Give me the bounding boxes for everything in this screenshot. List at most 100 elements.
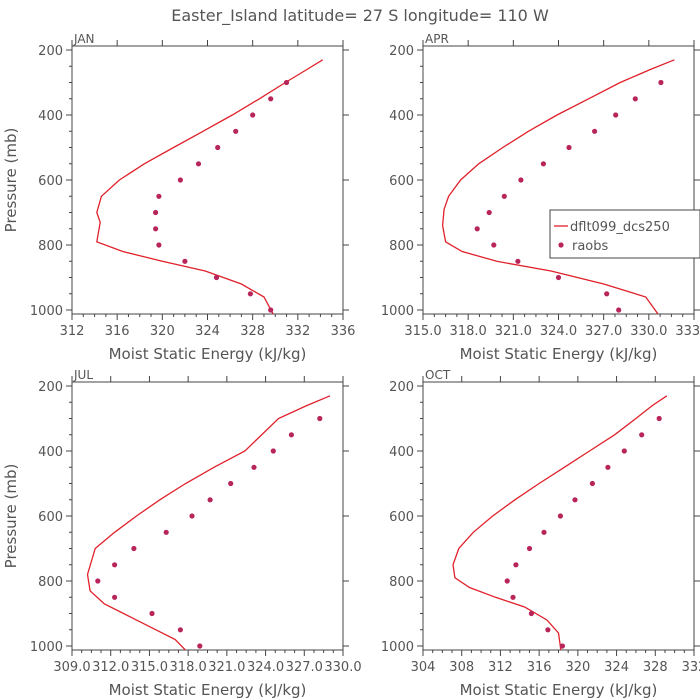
data-point-raobs xyxy=(177,177,183,183)
y-tick-label: 200 xyxy=(389,380,414,395)
data-point-raobs xyxy=(491,242,497,248)
x-axis-title: Moist Static Energy (kJ/kg) xyxy=(109,345,307,363)
data-point-raobs xyxy=(251,464,257,470)
data-point-raobs xyxy=(504,578,510,584)
legend-box xyxy=(549,209,700,259)
data-point-raobs xyxy=(545,627,551,633)
data-point-raobs xyxy=(501,193,507,199)
x-tick-label: 332 xyxy=(682,660,700,675)
data-point-raobs xyxy=(658,79,664,86)
data-point-raobs xyxy=(149,610,155,617)
x-tick-label: 321.0 xyxy=(208,660,245,675)
series-line-dflt099_dcs250 xyxy=(441,59,675,314)
data-point-raobs xyxy=(566,144,572,151)
data-point-raobs xyxy=(605,464,611,470)
data-point-raobs xyxy=(540,161,547,167)
data-point-raobs xyxy=(656,415,662,422)
data-point-raobs xyxy=(613,112,619,118)
x-tick-label: 321.0 xyxy=(495,324,532,339)
y-tick-label: 200 xyxy=(38,380,63,395)
data-point-raobs xyxy=(131,545,137,552)
data-point-raobs xyxy=(112,562,118,568)
x-tick-label: 318.0 xyxy=(450,324,487,339)
x-tick-label: 330.0 xyxy=(630,324,667,339)
x-tick-label: 328 xyxy=(643,660,668,675)
data-point-raobs xyxy=(112,594,118,600)
data-point-raobs xyxy=(182,258,188,264)
y-tick-label: 800 xyxy=(38,575,63,590)
data-point-raobs xyxy=(283,79,290,86)
x-tick-label: 336 xyxy=(331,324,356,339)
data-point-raobs xyxy=(513,562,519,568)
data-point-raobs xyxy=(510,594,516,600)
x-tick-label: 318.0 xyxy=(170,660,207,675)
y-tick-label: 600 xyxy=(38,174,63,189)
y-tick-label: 600 xyxy=(389,174,414,189)
data-point-raobs xyxy=(528,610,535,617)
legend-dot-swatch xyxy=(558,242,564,248)
data-point-raobs xyxy=(592,128,598,134)
series-line-dflt099_dcs250 xyxy=(96,59,324,314)
y-tick-label: 400 xyxy=(389,109,414,124)
legend-dots-label: raobs xyxy=(572,239,609,254)
panel-label: APR xyxy=(425,32,449,46)
data-point-raobs xyxy=(589,480,596,487)
x-tick-label: 312 xyxy=(488,660,513,675)
data-point-raobs xyxy=(195,161,202,167)
x-tick-label: 327.0 xyxy=(286,660,323,675)
panel-jan: JAN 200 400 600 800 1000 312 316 320 324 328 332 336… xyxy=(2,32,355,363)
y-tick-label: 600 xyxy=(389,510,414,525)
data-point-raobs xyxy=(95,578,101,584)
data-point-raobs xyxy=(153,226,159,232)
x-tick-label: 320 xyxy=(565,660,590,675)
data-point-raobs xyxy=(270,448,276,454)
y-tick-label: 600 xyxy=(38,510,63,525)
x-tick-label: 316 xyxy=(527,660,552,675)
data-point-raobs xyxy=(156,242,162,248)
data-point-raobs xyxy=(177,627,183,633)
x-tick-label: 304 xyxy=(411,660,436,675)
data-point-raobs xyxy=(153,209,159,216)
x-tick-label: 333.0 xyxy=(675,324,700,339)
x-axis-title: Moist Static Energy (kJ/kg) xyxy=(460,681,658,699)
x-tick-label: 308 xyxy=(449,660,474,675)
data-point-raobs xyxy=(288,432,294,438)
data-point-raobs xyxy=(486,209,492,216)
data-point-raobs xyxy=(572,497,578,503)
y-axis-title: Pressure (mb) xyxy=(2,128,20,233)
y-tick-label: 400 xyxy=(38,445,63,460)
plot-frame xyxy=(71,381,344,651)
data-point-raobs xyxy=(268,307,274,313)
x-tick-label: 316 xyxy=(105,324,130,339)
y-tick-label: 200 xyxy=(389,44,414,59)
y-tick-label: 800 xyxy=(389,239,414,254)
x-tick-label: 315.0 xyxy=(131,660,168,675)
data-point-raobs xyxy=(474,226,480,232)
panel-label: JUL xyxy=(73,368,93,382)
panel-label: OCT xyxy=(425,368,451,382)
data-point-raobs xyxy=(250,112,256,118)
data-point-raobs xyxy=(604,291,610,297)
x-axis-title: Moist Static Energy (kJ/kg) xyxy=(460,345,658,363)
y-tick-label: 800 xyxy=(38,239,63,254)
x-tick-label: 309.0 xyxy=(53,660,90,675)
data-point-raobs xyxy=(541,529,547,535)
y-tick-label: 200 xyxy=(38,44,63,59)
data-point-raobs xyxy=(215,144,221,151)
x-tick-label: 324.0 xyxy=(540,324,577,339)
data-point-raobs xyxy=(233,128,239,134)
data-point-raobs xyxy=(557,513,564,519)
data-point-raobs xyxy=(213,274,220,281)
data-point-raobs xyxy=(639,432,645,438)
x-tick-label: 330.0 xyxy=(324,660,361,675)
x-tick-label: 320 xyxy=(150,324,175,339)
panel-apr: APR 200 400 600 800 1000 315.0 318.0 321.0 324.0 3… xyxy=(381,32,700,363)
data-point-raobs xyxy=(621,448,627,454)
figure-title: Easter_Island latitude= 27 S longitude= … xyxy=(171,6,549,26)
y-tick-label: 1000 xyxy=(30,640,63,655)
series-line-dflt099_dcs250 xyxy=(452,395,668,650)
y-tick-label: 800 xyxy=(389,575,414,590)
panel-oct: OCT 200 400 600 800 1000 304 308 312 316 320 324 328… xyxy=(381,368,700,699)
